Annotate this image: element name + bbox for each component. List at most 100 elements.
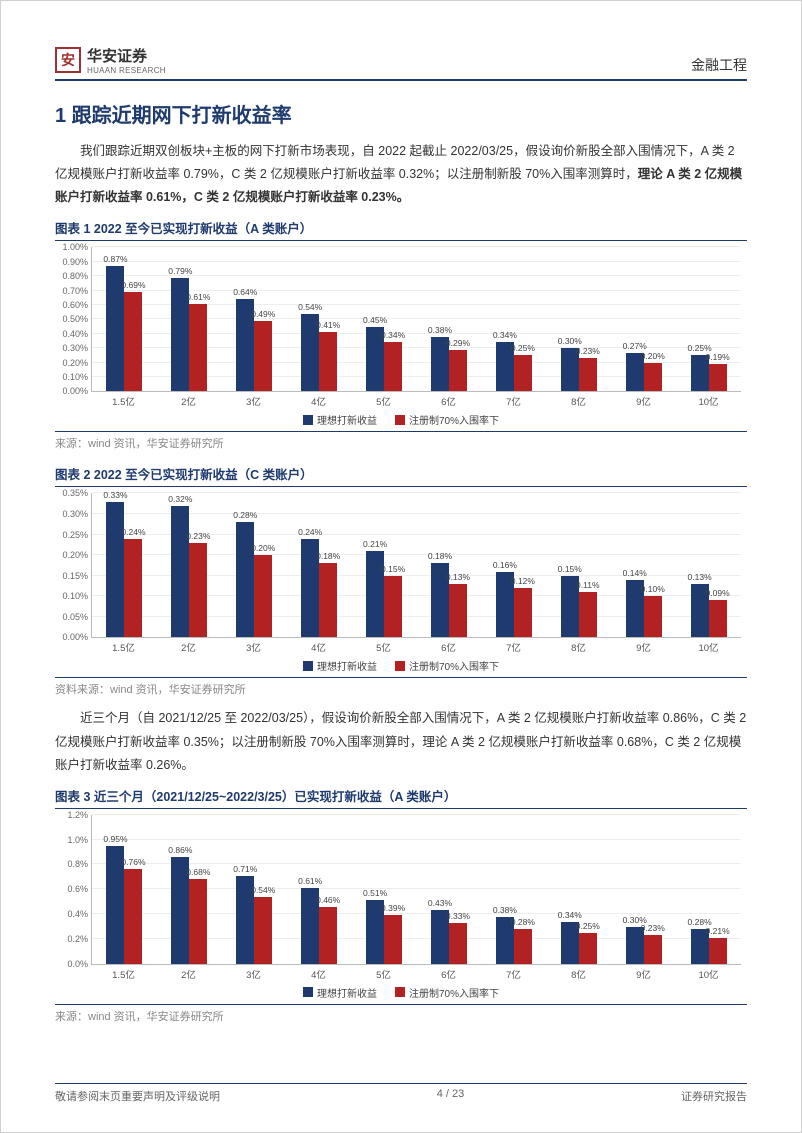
- bar-group: 0.16%0.12%: [481, 493, 546, 637]
- y-axis-tick: 0.30%: [54, 343, 88, 353]
- bar-value-label: 0.13%: [446, 572, 470, 582]
- bar-value-label: 0.71%: [233, 864, 257, 874]
- page-footer: 敬请参阅末页重要声明及评级说明 4 / 23 证券研究报告: [55, 1083, 747, 1104]
- bar-value-label: 0.33%: [446, 911, 470, 921]
- bar-series-b: 0.11%: [579, 592, 597, 637]
- bar-series-b: 0.54%: [254, 897, 272, 964]
- bar-group: 0.24%0.18%: [287, 493, 352, 637]
- x-axis-label: 4亿: [286, 640, 351, 654]
- bar-value-label: 0.30%: [558, 336, 582, 346]
- y-axis-tick: 1.00%: [54, 242, 88, 252]
- x-axis-label: 4亿: [286, 967, 351, 981]
- bar-series-b: 0.69%: [124, 292, 142, 391]
- bar-series-b: 0.29%: [449, 350, 467, 392]
- bar-value-label: 0.12%: [511, 576, 535, 586]
- bar-value-label: 0.33%: [103, 490, 127, 500]
- bar-value-label: 0.27%: [623, 341, 647, 351]
- x-axis-label: 6亿: [416, 394, 481, 408]
- chart-legend: 理想打新收益 注册制70%入围率下: [55, 412, 747, 427]
- y-axis-tick: 0.10%: [54, 372, 88, 382]
- figure-title: 图表 1 2022 至今已实现打新收益（A 类账户）: [55, 215, 747, 241]
- bar-group: 0.15%0.11%: [546, 493, 611, 637]
- page-header: 安 华安证券 HUAAN RESEARCH 金融工程: [55, 45, 747, 81]
- bar-group: 0.34% 0.25%: [481, 247, 546, 391]
- footer-right: 证券研究报告: [681, 1088, 747, 1104]
- legend-item-a: 理想打新收益: [303, 985, 377, 1000]
- x-axis-label: 1.5亿: [91, 640, 156, 654]
- bar-value-label: 0.13%: [688, 572, 712, 582]
- legend-swatch: [303, 661, 313, 671]
- bar-value-label: 0.21%: [363, 539, 387, 549]
- figure-source: 资料来源：wind 资讯，华安证券研究所: [55, 677, 747, 697]
- bar-chart: 0.00%0.05%0.10%0.15%0.20%0.25%0.30%0.35%…: [55, 487, 747, 677]
- bar-value-label: 0.32%: [168, 494, 192, 504]
- figure-title: 图表 3 近三个月（2021/12/25~2022/3/25）已实现打新收益（A…: [55, 783, 747, 809]
- x-axis-label: 10亿: [676, 640, 741, 654]
- bar-series-b: 0.76%: [124, 869, 142, 963]
- legend-label: 理想打新收益: [317, 412, 377, 427]
- bar-value-label: 0.21%: [706, 926, 730, 936]
- y-axis-tick: 0.80%: [54, 271, 88, 281]
- x-axis-label: 5亿: [351, 967, 416, 981]
- section-title: 1 跟踪近期网下打新收益率: [55, 99, 747, 128]
- x-axis-label: 5亿: [351, 640, 416, 654]
- bar-group: 0.79%0.61%: [157, 247, 222, 391]
- x-axis-label: 10亿: [676, 394, 741, 408]
- legend-item-a: 理想打新收益: [303, 412, 377, 427]
- bar-value-label: 0.87%: [103, 254, 127, 264]
- bar-chart: 0.00%0.10%0.20%0.30%0.40%0.50%0.60%0.70%…: [55, 241, 747, 431]
- bar-value-label: 0.10%: [641, 584, 665, 594]
- bar-group: 0.38%0.28%: [481, 815, 546, 964]
- bar-value-label: 0.51%: [363, 888, 387, 898]
- bar-value-label: 0.25%: [576, 921, 600, 931]
- bar-value-label: 0.14%: [623, 568, 647, 578]
- y-axis-tick: 0.30%: [54, 509, 88, 519]
- x-axis-label: 9亿: [611, 394, 676, 408]
- x-axis-label: 3亿: [221, 967, 286, 981]
- paragraph-1: 我们跟踪近期双创板块+主板的网下打新市场表现，自 2022 起截止 2022/0…: [55, 140, 747, 209]
- legend-swatch: [395, 661, 405, 671]
- company-name-en: HUAAN RESEARCH: [87, 66, 166, 75]
- x-axis-label: 8亿: [546, 640, 611, 654]
- bar-value-label: 0.11%: [576, 580, 599, 590]
- x-axis-label: 7亿: [481, 394, 546, 408]
- x-axis-label: 1.5亿: [91, 967, 156, 981]
- x-axis-label: 1.5亿: [91, 394, 156, 408]
- legend-label: 理想打新收益: [317, 658, 377, 673]
- bar-series-b: 0.24%: [124, 539, 142, 638]
- bar-series-b: 0.68%: [189, 879, 207, 963]
- bar-value-label: 0.20%: [641, 351, 665, 361]
- legend-item-b: 注册制70%入围率下: [395, 412, 499, 427]
- legend-swatch: [395, 415, 405, 425]
- bar-group: 0.38%0.29%: [417, 247, 482, 391]
- bar-value-label: 0.68%: [186, 867, 210, 877]
- y-axis-tick: 0.15%: [54, 571, 88, 581]
- x-axis-label: 8亿: [546, 394, 611, 408]
- bar-value-label: 0.34%: [558, 910, 582, 920]
- bar-value-label: 0.86%: [168, 845, 192, 855]
- bar-group: 0.18% 0.13%: [417, 493, 482, 637]
- bar-value-label: 0.24%: [121, 527, 145, 537]
- bar-series-b: 0.12%: [514, 588, 532, 637]
- y-axis-tick: 0.70%: [54, 286, 88, 296]
- y-axis-tick: 0.10%: [54, 591, 88, 601]
- bar-series-b: 0.41%: [319, 332, 337, 391]
- x-axis-label: 6亿: [416, 967, 481, 981]
- bar-value-label: 0.64%: [233, 287, 257, 297]
- bar-group: 0.27%0.20%: [611, 247, 676, 391]
- legend-label: 注册制70%入围率下: [409, 658, 499, 673]
- bar-group: 0.28%0.21%: [676, 815, 741, 964]
- bar-value-label: 0.23%: [576, 346, 600, 356]
- y-axis-tick: 0.20%: [54, 550, 88, 560]
- bar-value-label: 0.34%: [493, 330, 517, 340]
- legend-label: 理想打新收益: [317, 985, 377, 1000]
- bar-group: 0.34%0.25%: [546, 815, 611, 964]
- y-axis-tick: 0.60%: [54, 300, 88, 310]
- x-axis-label: 7亿: [481, 640, 546, 654]
- bar-value-label: 0.43%: [428, 898, 452, 908]
- bar-group: 0.51%0.39%: [352, 815, 417, 964]
- bar-series-b: 0.25%: [514, 355, 532, 391]
- y-axis-tick: 0.4%: [54, 909, 88, 919]
- y-axis-tick: 1.0%: [54, 835, 88, 845]
- bar-value-label: 0.18%: [428, 551, 452, 561]
